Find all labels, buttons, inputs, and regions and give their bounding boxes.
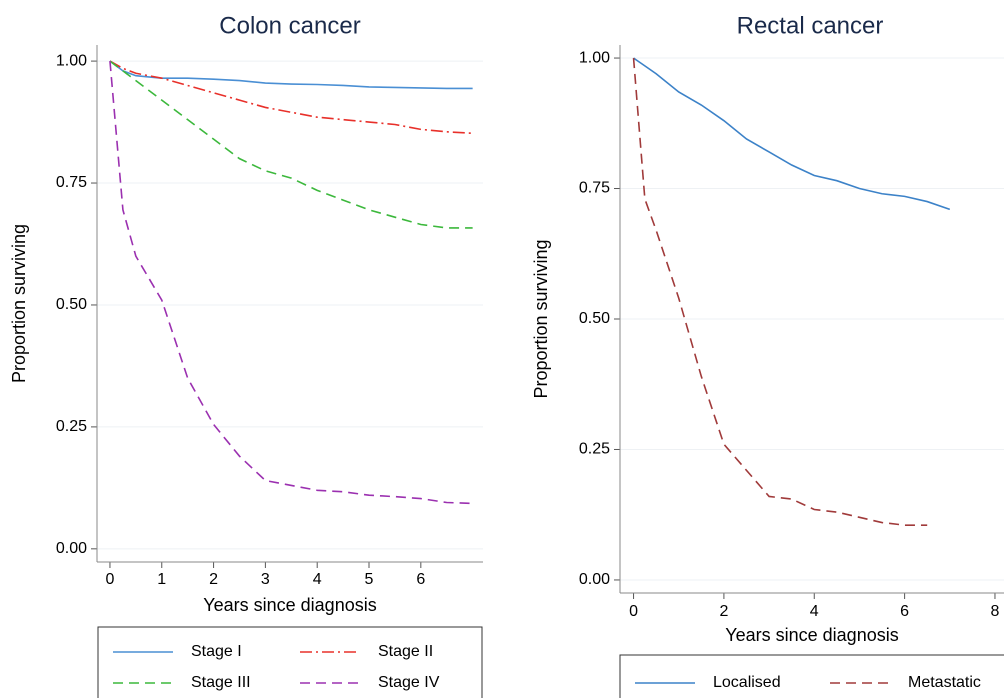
survival-line [109,60,473,135]
legend-label: Stage I [191,643,242,660]
x-tick-label: 4 [313,571,322,588]
x-axis-label: Years since diagnosis [725,625,898,645]
y-tick-label: 1.00 [579,49,610,66]
survival-line [109,60,473,229]
legend-label: Stage II [378,643,433,660]
legend-box [97,626,483,698]
x-tick-label: 1 [157,571,166,588]
y-tick-label: 1.00 [56,52,87,69]
y-tick-label: 0.75 [56,174,87,191]
x-tick-label: 2 [719,603,728,620]
y-tick-label: 0.75 [579,180,610,197]
y-tick-label: 0.00 [579,571,610,588]
y-tick-label: 0.00 [56,540,87,557]
survival-line [109,61,473,505]
x-tick-label: 6 [900,603,909,620]
legend-label: Metastatic [908,674,981,691]
y-tick-label: 0.50 [579,310,610,327]
y-tick-label: 0.50 [56,296,87,313]
chart-title: Colon cancer [219,12,360,39]
y-axis-label: Proportion surviving [531,239,551,398]
chart-title: Rectal cancer [737,12,884,39]
x-tick-label: 0 [629,603,638,620]
x-axis-label: Years since diagnosis [203,595,376,615]
legend-label: Localised [713,674,781,691]
legend-label: Stage III [191,674,251,691]
survival-line [633,57,951,211]
x-tick-label: 6 [416,571,425,588]
x-tick-label: 5 [365,571,374,588]
legend-label: Stage IV [378,674,440,691]
y-axis-label: Proportion surviving [9,224,29,383]
legend-box [619,654,1004,698]
survival-line [109,60,473,90]
y-tick-label: 0.25 [56,418,87,435]
x-tick-label: 2 [209,571,218,588]
x-tick-label: 4 [810,603,819,620]
x-tick-label: 8 [991,603,1000,620]
y-tick-label: 0.25 [579,441,610,458]
x-tick-label: 3 [261,571,270,588]
x-tick-label: 0 [105,571,114,588]
survival-line [632,57,928,526]
